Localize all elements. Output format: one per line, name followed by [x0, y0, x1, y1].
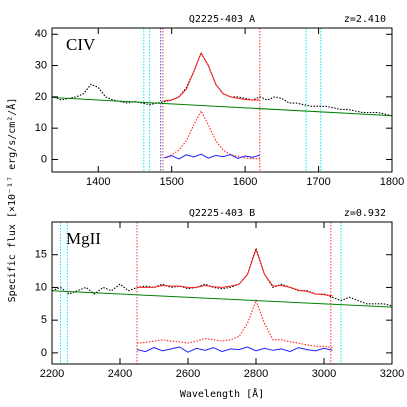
y-tick-label: 10 — [35, 281, 47, 293]
panel-title: Q2225-403 A — [189, 14, 255, 25]
y-tick-label: 30 — [35, 59, 47, 71]
plot-area — [52, 28, 392, 172]
spectrum-line — [164, 153, 260, 160]
x-tick-label: 3000 — [312, 368, 336, 380]
spectrum-line — [52, 97, 392, 117]
axes-frame — [51, 27, 393, 173]
redshift-label: z=0.932 — [344, 208, 386, 219]
panel: 2200 2400 2600 2800 3000 3200 0 5 10 15 Q2225-403 … — [35, 208, 404, 400]
x-tick-label: 2200 — [40, 368, 64, 380]
x-tick-label: 1700 — [306, 176, 330, 188]
spectrum-line — [136, 298, 333, 349]
y-tick-label: 20 — [35, 91, 47, 103]
y-tick-label: 40 — [35, 28, 47, 40]
x-tick-label: 1800 — [380, 176, 404, 188]
line-label: CIV — [66, 35, 96, 54]
plot-area — [52, 222, 392, 364]
spectrum-line — [164, 109, 260, 160]
x-tick-label: 1400 — [86, 176, 110, 188]
y-tick-label: 0 — [41, 347, 47, 359]
y-tick-label: 15 — [35, 249, 47, 261]
x-tick-label: 1500 — [159, 176, 183, 188]
y-tick-label: 10 — [35, 122, 47, 134]
spectrum-line — [136, 346, 333, 353]
spectrum-line — [52, 246, 392, 307]
spectrum-line — [137, 247, 333, 297]
x-tick-label: 1600 — [233, 176, 257, 188]
panel-title: Q2225-403 B — [189, 208, 255, 219]
x-axis-label: Wavelength [Å] — [180, 387, 264, 400]
x-tick-label: 2400 — [108, 368, 132, 380]
x-tick-label: 3200 — [380, 368, 404, 380]
axes-frame — [51, 221, 393, 365]
y-tick-label: 5 — [41, 314, 47, 326]
spectrum-line — [52, 290, 392, 308]
x-tick-label: 2800 — [244, 368, 268, 380]
y-tick-label: 0 — [41, 153, 47, 165]
y-axis-label: Specific flux [×10⁻¹⁷ erg/s/cm²/Å] — [5, 98, 18, 303]
spectrum-line — [164, 51, 260, 102]
line-label: MgII — [66, 229, 101, 248]
panel: 1400 1500 1600 1700 1800 0 10 20 30 40 Q2225-403 A… — [35, 14, 404, 188]
redshift-label: z=2.410 — [344, 14, 386, 25]
x-tick-label: 2600 — [176, 368, 200, 380]
